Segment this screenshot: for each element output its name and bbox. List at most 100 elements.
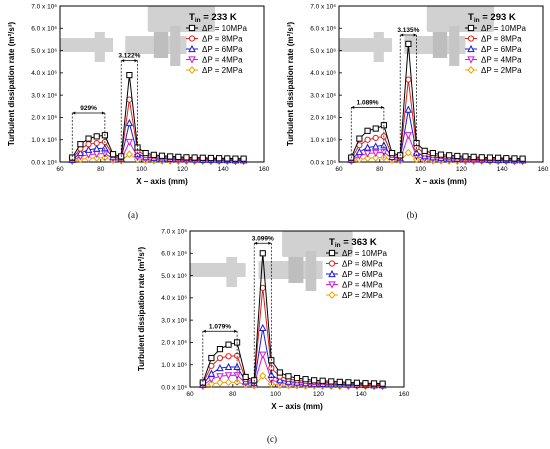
data-point (76, 148, 85, 157)
legend-marker (328, 249, 336, 257)
x-tick-label: 80 (376, 166, 384, 173)
data-point (364, 127, 371, 134)
y-tick-label: 3.0 x 10⁶ (161, 317, 187, 324)
annotation-0: 929% (71, 105, 106, 160)
y-tick-label: 6.0 x 10⁶ (31, 26, 57, 33)
x-tick-label: 100 (270, 391, 281, 398)
data-point (364, 136, 371, 143)
data-point (470, 153, 477, 160)
data-point (207, 154, 215, 162)
data-point (356, 135, 363, 142)
data-point (167, 153, 174, 160)
y-tick-label: 2.0 x 10⁶ (310, 115, 336, 122)
legend-marker (188, 24, 196, 32)
panel-label-c: (c) (267, 434, 277, 444)
data-point (404, 105, 413, 113)
x-tick-label: 120 (177, 166, 188, 173)
arrow-head (268, 241, 272, 245)
series-line (71, 122, 244, 161)
legend-label: ΔP = 4MPa (342, 281, 383, 290)
y-axis-label: Turbulent dissipation rate (m²/s³) (7, 22, 16, 147)
data-point (405, 76, 412, 83)
data-point (224, 378, 233, 387)
legend-marker (328, 260, 336, 267)
data-point (363, 143, 372, 151)
panel-b: (b) 0.0 x 10⁶ 1.0 x 10⁶ 2.0 x 10⁶ 3.0 x 10⁶… (286, 3, 549, 220)
data-point (207, 380, 215, 388)
arrow-head (400, 33, 404, 37)
data-point (93, 133, 100, 140)
legend-item: ΔP = 8MPa (186, 35, 243, 44)
legend-marker (467, 56, 475, 64)
data-point (216, 373, 224, 381)
arrow-head (234, 329, 238, 333)
data-point (404, 148, 412, 157)
device-background (339, 6, 495, 66)
legend-label: ΔP = 10MPa (481, 24, 527, 33)
y-tick-label: 2.0 x 10⁶ (31, 115, 57, 122)
x-axis-label: X – axis (mm) (415, 177, 467, 186)
x-tick-label: 80 (97, 166, 105, 173)
x-tick-label: 100 (136, 166, 147, 173)
data-point (353, 379, 361, 386)
legend-title: Tin = 293 K (468, 12, 516, 24)
data-point (259, 323, 267, 332)
y-tick-label: 5.0 x 10⁶ (31, 48, 57, 55)
arrow-head (202, 329, 206, 333)
annotation-label: 1.089% (357, 99, 379, 106)
data-point (225, 341, 232, 348)
annotation-label: 929% (80, 105, 97, 112)
legend-label: ΔP = 2MPa (342, 291, 383, 300)
data-point (371, 149, 380, 157)
data-point (109, 151, 117, 158)
data-point (142, 149, 149, 157)
data-point (302, 376, 309, 383)
y-tick-label: 5.0 x 10⁶ (161, 273, 187, 280)
data-point (207, 376, 216, 384)
arrow-head (134, 59, 138, 63)
data-point (69, 154, 76, 161)
legend-marker (328, 269, 336, 278)
annotation-label: 3.122% (118, 53, 140, 60)
arrow-head (101, 111, 105, 115)
data-point (77, 141, 84, 148)
y-tick-label: 5.0 x 10⁶ (310, 48, 336, 55)
data-point (92, 144, 101, 152)
legend-marker (188, 44, 196, 53)
series-0 (69, 71, 247, 162)
legend-label: ΔP = 10MPa (202, 24, 248, 33)
legend-title: Tin = 233 K (189, 12, 237, 24)
annotation-label: 1.079% (209, 323, 231, 330)
annotation-1: 3.099% (252, 235, 274, 385)
panel-c: (c) 0.0 x 10⁶ 1.0 x 10⁶ 2.0 x 10⁶ 3.0 x 10⁶… (137, 228, 410, 444)
legend-label: ΔP = 2MPa (202, 66, 243, 75)
y-tick-label: 7.0 x 10⁶ (31, 3, 57, 10)
data-point (454, 152, 461, 160)
arrow-head (413, 33, 417, 37)
y-tick-label: 7.0 x 10⁶ (161, 228, 187, 235)
y-tick-label: 0.0 x 10⁶ (310, 159, 336, 166)
series-line (202, 253, 383, 385)
device-background (60, 6, 216, 66)
legend-item: ΔP = 4MPa (186, 56, 243, 65)
data-point (216, 363, 224, 372)
y-tick-label: 0.0 x 10⁶ (161, 384, 187, 391)
legend-label: ΔP = 8MPa (342, 260, 383, 269)
legend-item: ΔP = 4MPa (326, 281, 383, 290)
data-point (158, 152, 166, 159)
series-line (202, 353, 383, 387)
x-tick-label: 120 (456, 166, 467, 173)
x-tick-label: 140 (497, 166, 508, 173)
data-point (183, 154, 190, 161)
y-tick-label: 6.0 x 10⁶ (310, 26, 336, 33)
data-point (224, 372, 233, 380)
data-point (125, 138, 134, 147)
x-tick-label: 60 (56, 166, 64, 173)
data-point (232, 155, 239, 162)
arrow-head (351, 105, 355, 109)
data-point (85, 135, 92, 142)
panel-a: (a) 0.0 x 10⁶ 1.0 x 10⁶ 2.0 x 10⁶ 3.0 x 10⁶… (7, 3, 270, 220)
series-line (350, 109, 523, 161)
data-point (363, 154, 372, 163)
